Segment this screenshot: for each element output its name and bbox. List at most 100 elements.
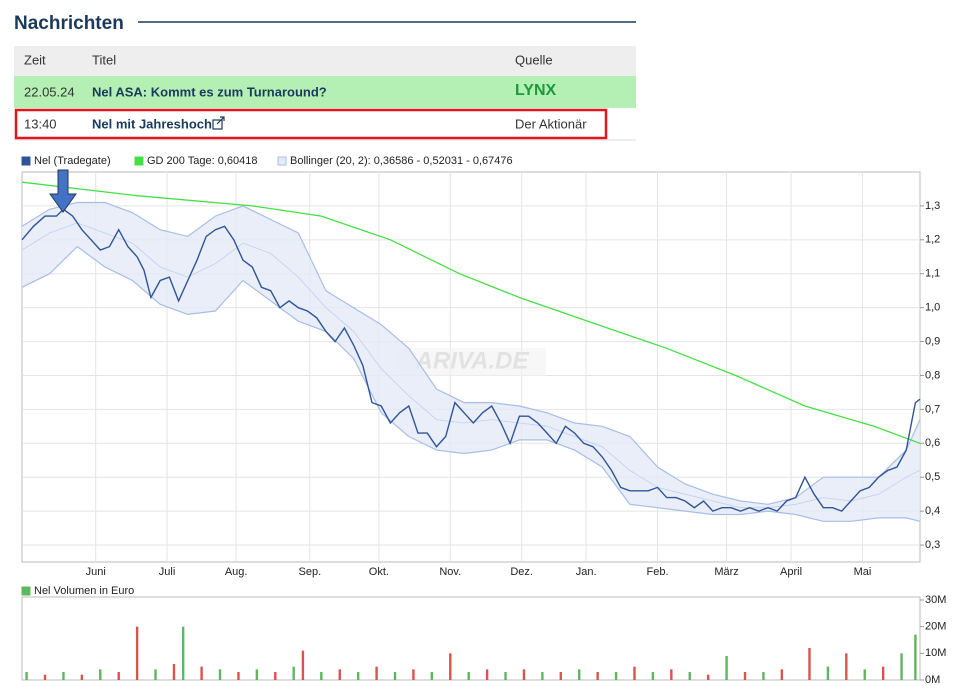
plot-area	[21, 596, 921, 681]
table-header	[14, 46, 636, 76]
legend-label: Bollinger (20, 2): 0,36586 - 0,52031 - 0…	[290, 155, 513, 167]
volume-bar	[914, 634, 917, 680]
y-tick-label: 0,4	[925, 505, 940, 517]
volume-bar	[338, 669, 341, 680]
x-tick-label: Juni	[86, 566, 106, 578]
col-header: Quelle	[515, 52, 553, 67]
moving-average-line	[21, 181, 921, 444]
y-tick-label: 0,6	[925, 437, 940, 449]
volume-bar	[393, 672, 397, 680]
volume-bar	[43, 674, 47, 680]
volume-bar	[356, 672, 360, 680]
volume-bar	[62, 672, 65, 680]
x-tick-label: Feb.	[646, 566, 668, 578]
y-tick-label: 0,3	[925, 539, 940, 551]
news-source: Der Aktionär	[515, 116, 587, 131]
volume-bar	[596, 672, 599, 680]
x-tick-label: Mai	[854, 566, 872, 578]
external-link-icon	[212, 116, 225, 130]
legend-swatch	[21, 156, 31, 166]
y-tick-label: 1,1	[925, 268, 940, 280]
volume-bar	[522, 669, 526, 680]
legend-swatch	[21, 586, 31, 596]
y-tick-label: 10M	[925, 647, 946, 659]
volume-bar	[320, 672, 323, 680]
news-time: 22.05.24	[24, 84, 75, 99]
volume-bar	[762, 672, 765, 680]
x-tick-label: Dez.	[510, 566, 533, 578]
legend-label: Nel (Tradegate)	[34, 155, 111, 167]
volume-bar	[292, 666, 295, 680]
volume-bar	[725, 656, 728, 680]
volume-bar	[154, 669, 157, 680]
y-tick-label: 1,2	[925, 234, 940, 246]
volume-bar	[80, 674, 84, 680]
volume-bar	[688, 672, 691, 680]
legend-swatch	[277, 156, 287, 166]
volume-bar	[541, 672, 544, 680]
volume-bar	[412, 669, 415, 680]
y-tick-label: 20M	[925, 621, 946, 633]
y-tick-label: 0,5	[925, 471, 940, 483]
news-title: Nachrichten	[14, 13, 124, 34]
volume-bar	[826, 666, 830, 680]
volume-bar	[743, 672, 747, 680]
volume-bar	[218, 669, 222, 680]
volume-bar	[614, 672, 618, 680]
volume-bar	[200, 666, 203, 680]
volume-bar	[375, 666, 378, 680]
volume-bar	[900, 653, 903, 680]
volume-bar	[504, 672, 507, 680]
volume-bar	[780, 669, 784, 680]
volume-bar	[25, 672, 28, 680]
legend-label: GD 200 Tage: 0,60418	[147, 155, 258, 167]
volume-bar	[651, 672, 655, 680]
volume-bar	[467, 672, 470, 680]
volume-bar	[808, 648, 811, 680]
legend-label: Nel Volumen in Euro	[34, 585, 134, 597]
price-line	[21, 208, 921, 512]
y-tick-label: 30M	[925, 594, 946, 606]
x-tick-label: März	[714, 566, 738, 578]
x-tick-label: Juli	[159, 566, 176, 578]
col-header: Titel	[92, 52, 116, 67]
x-tick-label: Jan.	[576, 566, 597, 578]
charts: 0,3 0,4 0,5 0,6 0,7 0,8 0,9 1,0 1,1 1,2 1,3 Juni Jul…	[21, 155, 946, 686]
volume-bar	[881, 666, 885, 680]
volume-bar	[578, 669, 581, 680]
volume-bar	[430, 672, 434, 680]
x-tick-label: Sep.	[299, 566, 322, 578]
y-tick-label: 0,8	[925, 369, 940, 381]
marker-arrow	[49, 169, 77, 213]
news-headline[interactable]: Nel mit Jahreshoch	[92, 116, 212, 131]
news-row[interactable]	[14, 76, 636, 108]
news-time: 13:40	[24, 116, 57, 131]
x-tick-label: Okt.	[369, 566, 389, 578]
volume-bar	[255, 669, 259, 680]
volume-bar	[706, 674, 710, 680]
volume-bar	[449, 653, 452, 680]
legend-swatch	[134, 156, 144, 166]
x-tick-label: Nov.	[439, 566, 461, 578]
volume-bar	[670, 669, 673, 680]
volume-bar	[559, 672, 562, 680]
news-row[interactable]	[14, 108, 636, 140]
y-tick-label: 0M	[925, 674, 940, 686]
y-tick-label: 0,9	[925, 335, 940, 347]
volume-bar	[633, 666, 636, 680]
volume-bar	[863, 669, 866, 680]
volume-bar	[117, 672, 120, 680]
volume-bar	[274, 672, 277, 680]
x-tick-label: April	[780, 566, 802, 578]
volume-bar	[845, 653, 848, 680]
x-tick-label: Aug.	[225, 566, 248, 578]
news-headline[interactable]: Nel ASA: Kommt es zum Turnaround?	[92, 84, 327, 99]
bollinger-band	[22, 202, 920, 522]
y-tick-label: 0,7	[925, 403, 940, 415]
highlight-box	[14, 108, 608, 140]
bollinger-lower	[21, 245, 921, 522]
volume-bar	[301, 650, 305, 680]
y-tick-label: 1,3	[925, 200, 940, 212]
volume-bar	[485, 669, 489, 680]
